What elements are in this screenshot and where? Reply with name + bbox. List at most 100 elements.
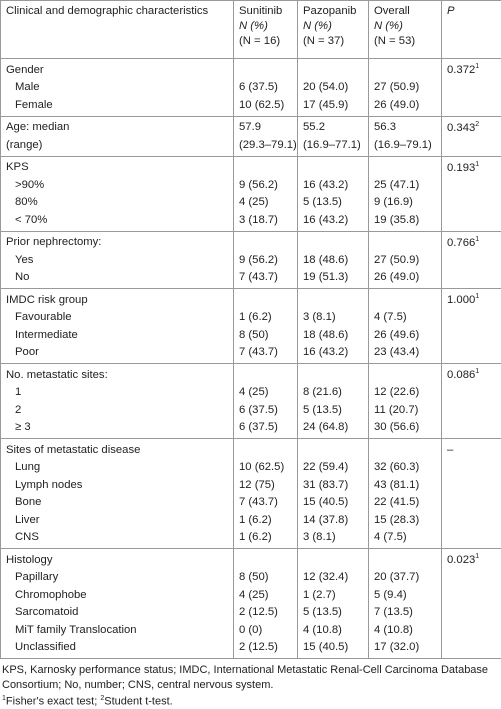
value-cell [234,156,298,176]
value: 4 (7.5) [374,311,407,323]
row-label-cell: Favourable [1,309,234,327]
value: 0 (0) [239,624,262,636]
row-label-cell: Bone [1,494,234,512]
row-label: Papillary [15,571,58,583]
row-label: >90% [15,179,44,191]
p-note: 2 [475,121,479,128]
value: 5 (9.4) [374,589,407,601]
header-unit: N (%) [374,19,436,34]
value: 2 (12.5) [239,641,278,653]
value-cell [298,156,369,176]
value-cell: 32 (60.3) [369,459,442,477]
value-cell: 5 (9.4) [369,586,442,604]
group-title: Prior nephrectomy: [6,236,101,248]
value-cell: 19 (35.8) [369,211,442,231]
row-label: Lung [15,461,40,473]
value-cell: 16 (43.2) [298,211,369,231]
value: 4 (7.5) [374,531,407,543]
value-cell: 1 (6.2) [234,511,298,529]
value: 30 (56.6) [374,421,419,433]
row-label-cell: Poor [1,344,234,364]
row-label: Intermediate [15,329,78,341]
row-label-cell: MiT family Translocation [1,621,234,639]
value-cell [298,439,369,459]
p-cell: 0.3721 [442,59,501,79]
p-note: 1 [475,368,479,375]
row-label-cell: 2 [1,401,234,419]
p-value: 0.023 [447,554,475,566]
value-cell: 6 (37.5) [234,79,298,97]
value-cell: 18 (48.6) [298,326,369,344]
p-value: 0.193 [447,162,475,174]
value-cell: 27 (50.9) [369,251,442,269]
row-label-cell: Lymph nodes [1,476,234,494]
data-row: 80%4 (25)5 (13.5)9 (16.9) [1,194,501,212]
value-cell: 22 (41.5) [369,494,442,512]
row-label: ≥ 3 [15,421,31,433]
value-cell: 31 (83.7) [298,476,369,494]
value: 57.9 [239,121,261,133]
value: 15 (28.3) [374,514,419,526]
value-cell [369,156,442,176]
value-cell: 20 (54.0) [298,79,369,97]
page: Clinical and demographic characteristics… [0,0,501,688]
group-title-cell: Gender [1,59,234,79]
row-label: 2 [15,404,21,416]
group-title: KPS [6,161,29,173]
value: 4 (25) [239,386,269,398]
value: 31 (83.7) [303,479,348,491]
value-cell [298,549,369,569]
group-title: Histology [6,554,52,566]
value-cell: 5 (13.5) [298,194,369,212]
value-cell: 7 (43.7) [234,494,298,512]
row-label: 1 [15,386,21,398]
p-cell: 0.0861 [442,364,501,384]
row-label: Female [15,99,53,111]
p-cell [442,401,501,419]
value: 43 (81.1) [374,479,419,491]
header-name: Pazopanib [303,4,363,19]
value-cell: 9 (56.2) [234,176,298,194]
value-cell: 16 (43.2) [298,344,369,364]
value-cell: 15 (40.5) [298,639,369,659]
value: 9 (16.9) [374,196,413,208]
p-cell [442,639,501,659]
header-unit: N (%) [239,19,292,34]
row-label-cell: Intermediate [1,326,234,344]
value: 12 (22.6) [374,386,419,398]
header-n: (N = 16) [239,34,292,49]
p-cell: 1.0001 [442,289,501,309]
value-cell: 55.2 [298,116,369,136]
p-cell [442,176,501,194]
value: 22 (41.5) [374,496,419,508]
value-cell: 7 (13.5) [369,604,442,622]
p-value: 1.000 [447,294,475,306]
value: 7 (43.7) [239,346,278,358]
group-row: Gender 0.3721 [1,59,501,79]
value-cell: 10 (62.5) [234,459,298,477]
value: 27 (50.9) [374,254,419,266]
value-cell [298,289,369,309]
value: 14 (37.8) [303,514,348,526]
p-cell [442,194,501,212]
value-cell: 7 (43.7) [234,344,298,364]
value: 10 (62.5) [239,461,284,473]
row-label: Poor [15,346,39,358]
value-cell: 4 (7.5) [369,529,442,549]
p-value: – [447,444,453,456]
value: 1 (6.2) [239,311,272,323]
value-cell: 6 (37.5) [234,401,298,419]
value-cell: 27 (50.9) [369,79,442,97]
value-cell: 7 (43.7) [234,269,298,289]
data-row: < 70%3 (18.7)16 (43.2)19 (35.8) [1,211,501,231]
value-cell: (16.9–79.1) [369,136,442,156]
p-cell: – [442,439,501,459]
note-text: Student t-test. [104,696,172,708]
value-cell: 56.3 [369,116,442,136]
row-label: 80% [15,196,38,208]
value: 20 (37.7) [374,571,419,583]
